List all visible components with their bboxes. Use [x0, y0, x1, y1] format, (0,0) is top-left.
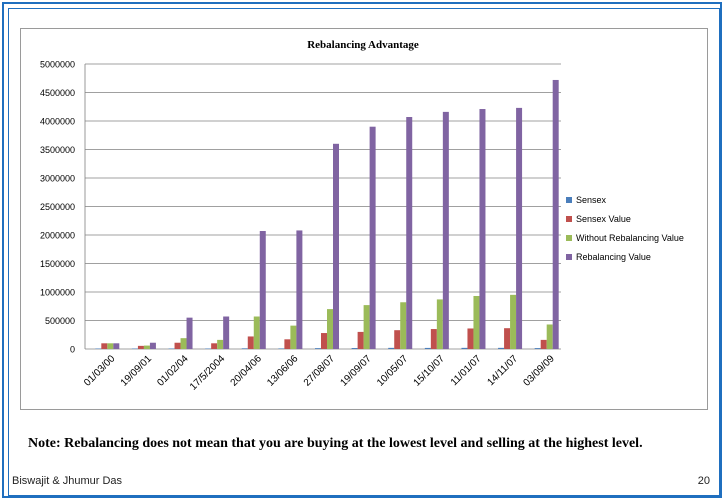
- legend-label: Rebalancing Value: [576, 252, 651, 262]
- bar-without-rebalancing-value: [363, 305, 370, 349]
- bar-without-rebalancing-value: [217, 339, 224, 349]
- bar-sensex-value: [174, 342, 181, 349]
- bar-rebalancing-value: [442, 111, 449, 349]
- chart-title: Rebalancing Advantage: [307, 39, 419, 51]
- y-tick-label: 1500000: [40, 259, 75, 269]
- bar-sensex: [95, 348, 102, 349]
- bar-rebalancing-value: [149, 342, 156, 349]
- y-tick-label: 500000: [45, 316, 75, 326]
- bar-sensex-value: [504, 328, 511, 349]
- bar-sensex: [461, 347, 468, 349]
- bar-sensex-value: [211, 343, 218, 349]
- y-tick-label: 2000000: [40, 231, 75, 241]
- bar-rebalancing-value: [516, 107, 523, 349]
- bar-sensex: [351, 348, 358, 349]
- bar-series: [95, 79, 559, 350]
- bar-chart: Rebalancing Advantage 0 500000 1000000 1500…: [40, 39, 684, 393]
- bar-sensex: [388, 347, 395, 349]
- x-tick-label: 19/09/01: [119, 353, 155, 389]
- bar-sensex-value: [430, 329, 437, 349]
- y-tick-label: 4000000: [40, 117, 75, 127]
- x-tick-label: 14/11/07: [485, 353, 520, 388]
- bar-without-rebalancing-value: [473, 295, 480, 349]
- y-tick-label: 3000000: [40, 174, 75, 184]
- slide-frame-inner: [8, 8, 720, 496]
- legend-swatch: [566, 235, 572, 241]
- bar-without-rebalancing-value: [400, 302, 407, 349]
- bar-sensex: [498, 347, 505, 349]
- bar-sensex: [131, 348, 138, 349]
- x-tick-label: 03/09/09: [522, 353, 558, 389]
- y-tick-label: 2500000: [40, 202, 75, 212]
- x-tick-label: 17/5/2004: [188, 353, 228, 393]
- x-tick-label: 01/02/04: [155, 353, 191, 389]
- bar-without-rebalancing-value: [253, 316, 260, 349]
- bar-sensex: [205, 348, 212, 349]
- x-tick-label: 10/05/07: [375, 353, 411, 389]
- legend-label: Sensex Value: [576, 214, 631, 224]
- bar-without-rebalancing-value: [180, 338, 187, 349]
- bar-sensex: [315, 348, 321, 349]
- bar-without-rebalancing-value: [546, 324, 553, 349]
- bar-sensex-value: [137, 345, 144, 349]
- bar-sensex-value: [247, 336, 254, 349]
- bar-rebalancing-value: [113, 343, 120, 349]
- bar-sensex-value: [394, 330, 401, 349]
- bar-sensex-value: [321, 333, 327, 349]
- bar-rebalancing-value: [259, 231, 266, 349]
- bar-rebalancing-value: [333, 143, 339, 349]
- bar-sensex-value: [284, 339, 291, 349]
- legend-swatch: [566, 254, 572, 260]
- y-tick-label: 4500000: [40, 88, 75, 98]
- bar-without-rebalancing-value: [436, 299, 443, 349]
- bar-rebalancing-value: [479, 109, 486, 349]
- footer-page-number: 20: [697, 475, 710, 487]
- bar-rebalancing-value: [186, 317, 193, 349]
- chart-area: Rebalancing Advantage 0 500000 1000000 1500…: [20, 28, 708, 410]
- bar-rebalancing-value: [406, 117, 413, 349]
- x-tick-label: 20/04/06: [229, 353, 265, 389]
- chart-legend: Sensex Sensex Value Without Rebalancing Va…: [566, 195, 684, 262]
- legend-swatch: [566, 197, 572, 203]
- legend-label: Sensex: [576, 195, 607, 205]
- y-tick-label: 5000000: [40, 60, 75, 70]
- bar-sensex-value: [101, 343, 108, 349]
- note-text: Note: Rebalancing does not mean that you…: [28, 436, 643, 451]
- x-tick-label: 13/06/06: [265, 353, 301, 389]
- bar-sensex-value: [357, 331, 364, 349]
- x-tick-label: 27/08/07: [302, 353, 338, 389]
- bar-rebalancing-value: [223, 316, 230, 349]
- bar-sensex: [424, 347, 431, 349]
- y-tick-label: 1000000: [40, 288, 75, 298]
- bar-rebalancing-value: [369, 126, 376, 349]
- legend-label: Without Rebalancing Value: [576, 233, 684, 243]
- y-axis-ticks: 0 500000 1000000 1500000 2000000 2500000 30000…: [40, 60, 75, 355]
- bar-without-rebalancing-value: [107, 343, 114, 349]
- x-tick-label: 15/10/07: [412, 353, 448, 389]
- bar-rebalancing-value: [296, 230, 303, 349]
- x-tick-label: 11/01/07: [449, 353, 484, 388]
- footer-author: Biswajit & Jhumur Das: [12, 475, 123, 487]
- bar-sensex-value: [467, 328, 474, 349]
- bar-without-rebalancing-value: [327, 309, 333, 349]
- bar-sensex: [534, 348, 541, 349]
- bar-sensex: [241, 348, 248, 349]
- x-tick-label: 01/03/00: [82, 353, 118, 389]
- slide-frame-outer: [2, 2, 722, 498]
- bar-sensex: [168, 348, 175, 349]
- gridlines: [84, 63, 561, 350]
- y-tick-label: 3500000: [40, 145, 75, 155]
- bar-sensex-value: [540, 339, 547, 349]
- bar-without-rebalancing-value: [143, 345, 150, 349]
- bar-sensex: [278, 348, 285, 349]
- bar-without-rebalancing-value: [290, 325, 297, 349]
- legend-swatch: [566, 216, 572, 222]
- y-tick-label: 0: [70, 345, 75, 355]
- bar-rebalancing-value: [552, 79, 559, 350]
- bar-without-rebalancing-value: [510, 294, 517, 349]
- x-tick-label: 19/09/07: [338, 353, 374, 389]
